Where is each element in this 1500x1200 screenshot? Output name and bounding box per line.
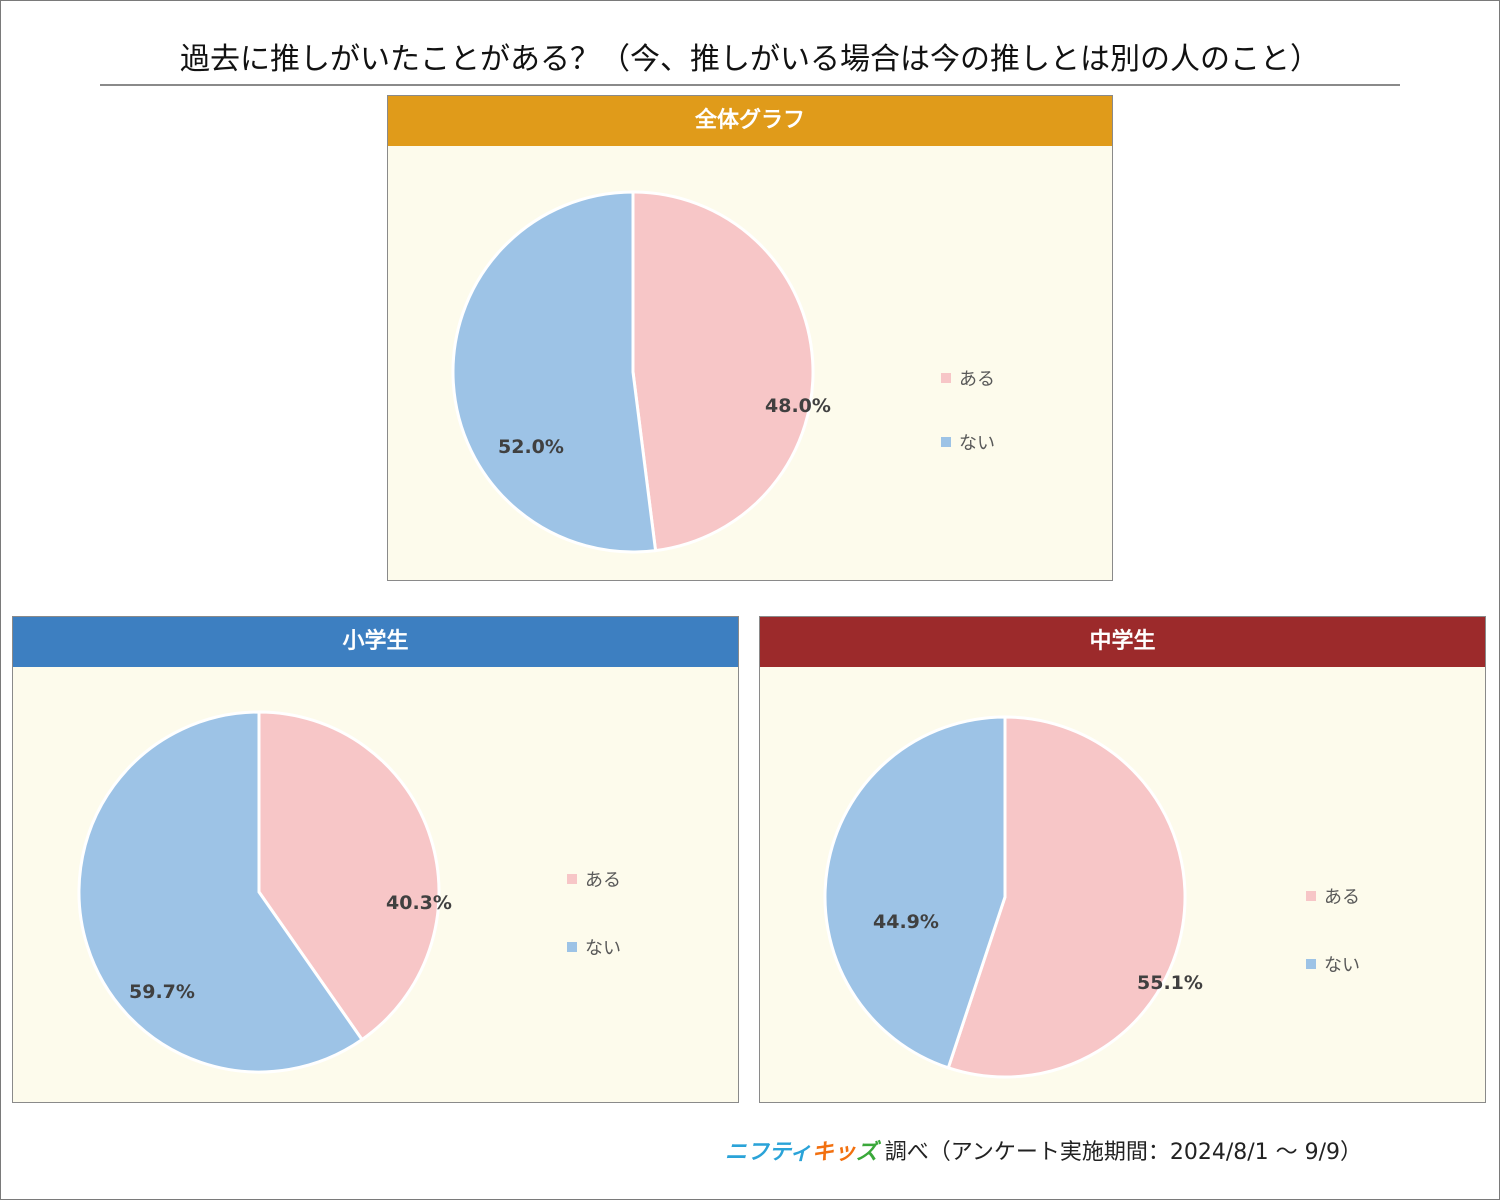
pie-slice-nai	[77, 710, 365, 1074]
legend-swatch-aru	[941, 373, 951, 383]
legend-label-nai: ない	[959, 433, 995, 454]
pie-slices	[77, 710, 441, 1074]
legend-swatch-aru	[567, 874, 577, 884]
legend-swatch-nai	[1306, 959, 1316, 969]
pie-slice-aru	[946, 715, 1187, 1079]
legend-swatch-aru	[1306, 891, 1316, 901]
page-title: 過去に推しがいたことがある？（今、推しがいる場合は今の推しとは別の人のこと）	[180, 42, 1320, 77]
pie-slice-nai	[451, 190, 658, 554]
junior-high-chart-title: 中学生	[760, 617, 1485, 667]
overall-chart-title: 全体グラフ	[388, 96, 1112, 146]
overall-pie-chart: 48.0% 52.0% ある ない	[451, 190, 995, 554]
legend-label-nai: ない	[585, 938, 621, 959]
brand-logo-part2: キッ	[811, 1140, 856, 1165]
brand-logo-part1: ニフティ	[725, 1140, 812, 1165]
legend-label-aru: ある	[585, 870, 621, 891]
slice-label-nai: 44.9%	[873, 911, 939, 933]
title-underline	[100, 84, 1400, 86]
legend-label-aru: ある	[959, 369, 995, 390]
slice-label-aru: 48.0%	[765, 395, 831, 417]
elementary-chart-panel: 小学生 40.3% 59.7% ある ない	[12, 616, 739, 1103]
footer-credit: ニフティキッズ 調べ（アンケート実施期間：2024/8/1 ～ 9/9）	[725, 1134, 1455, 1166]
pie-slice-aru	[257, 710, 441, 1042]
overall-chart-panel: 全体グラフ 48.0% 52.0% ある ない	[387, 95, 1113, 581]
pie-slice-aru	[631, 190, 815, 553]
pie-slices	[451, 190, 815, 554]
slice-label-nai: 52.0%	[498, 436, 564, 458]
pie-slices	[823, 715, 1187, 1079]
brand-logo-part3: ズ	[855, 1140, 878, 1165]
junior-high-chart-panel: 中学生 55.1% 44.9% ある ない	[759, 616, 1486, 1103]
legend-swatch-nai	[567, 942, 577, 952]
pie-slice-nai	[823, 715, 1007, 1070]
legend-label-aru: ある	[1324, 887, 1360, 908]
footer-text: 調べ（アンケート実施期間：2024/8/1 ～ 9/9）	[884, 1140, 1363, 1165]
slice-label-aru: 55.1%	[1137, 972, 1203, 994]
legend-label-nai: ない	[1324, 955, 1360, 976]
slice-label-aru: 40.3%	[386, 892, 452, 914]
junior-high-pie-chart: 55.1% 44.9% ある ない	[823, 715, 1360, 1079]
legend-swatch-nai	[941, 437, 951, 447]
slice-label-nai: 59.7%	[129, 981, 195, 1003]
elementary-pie-chart: 40.3% 59.7% ある ない	[77, 710, 621, 1074]
elementary-chart-title: 小学生	[13, 617, 738, 667]
